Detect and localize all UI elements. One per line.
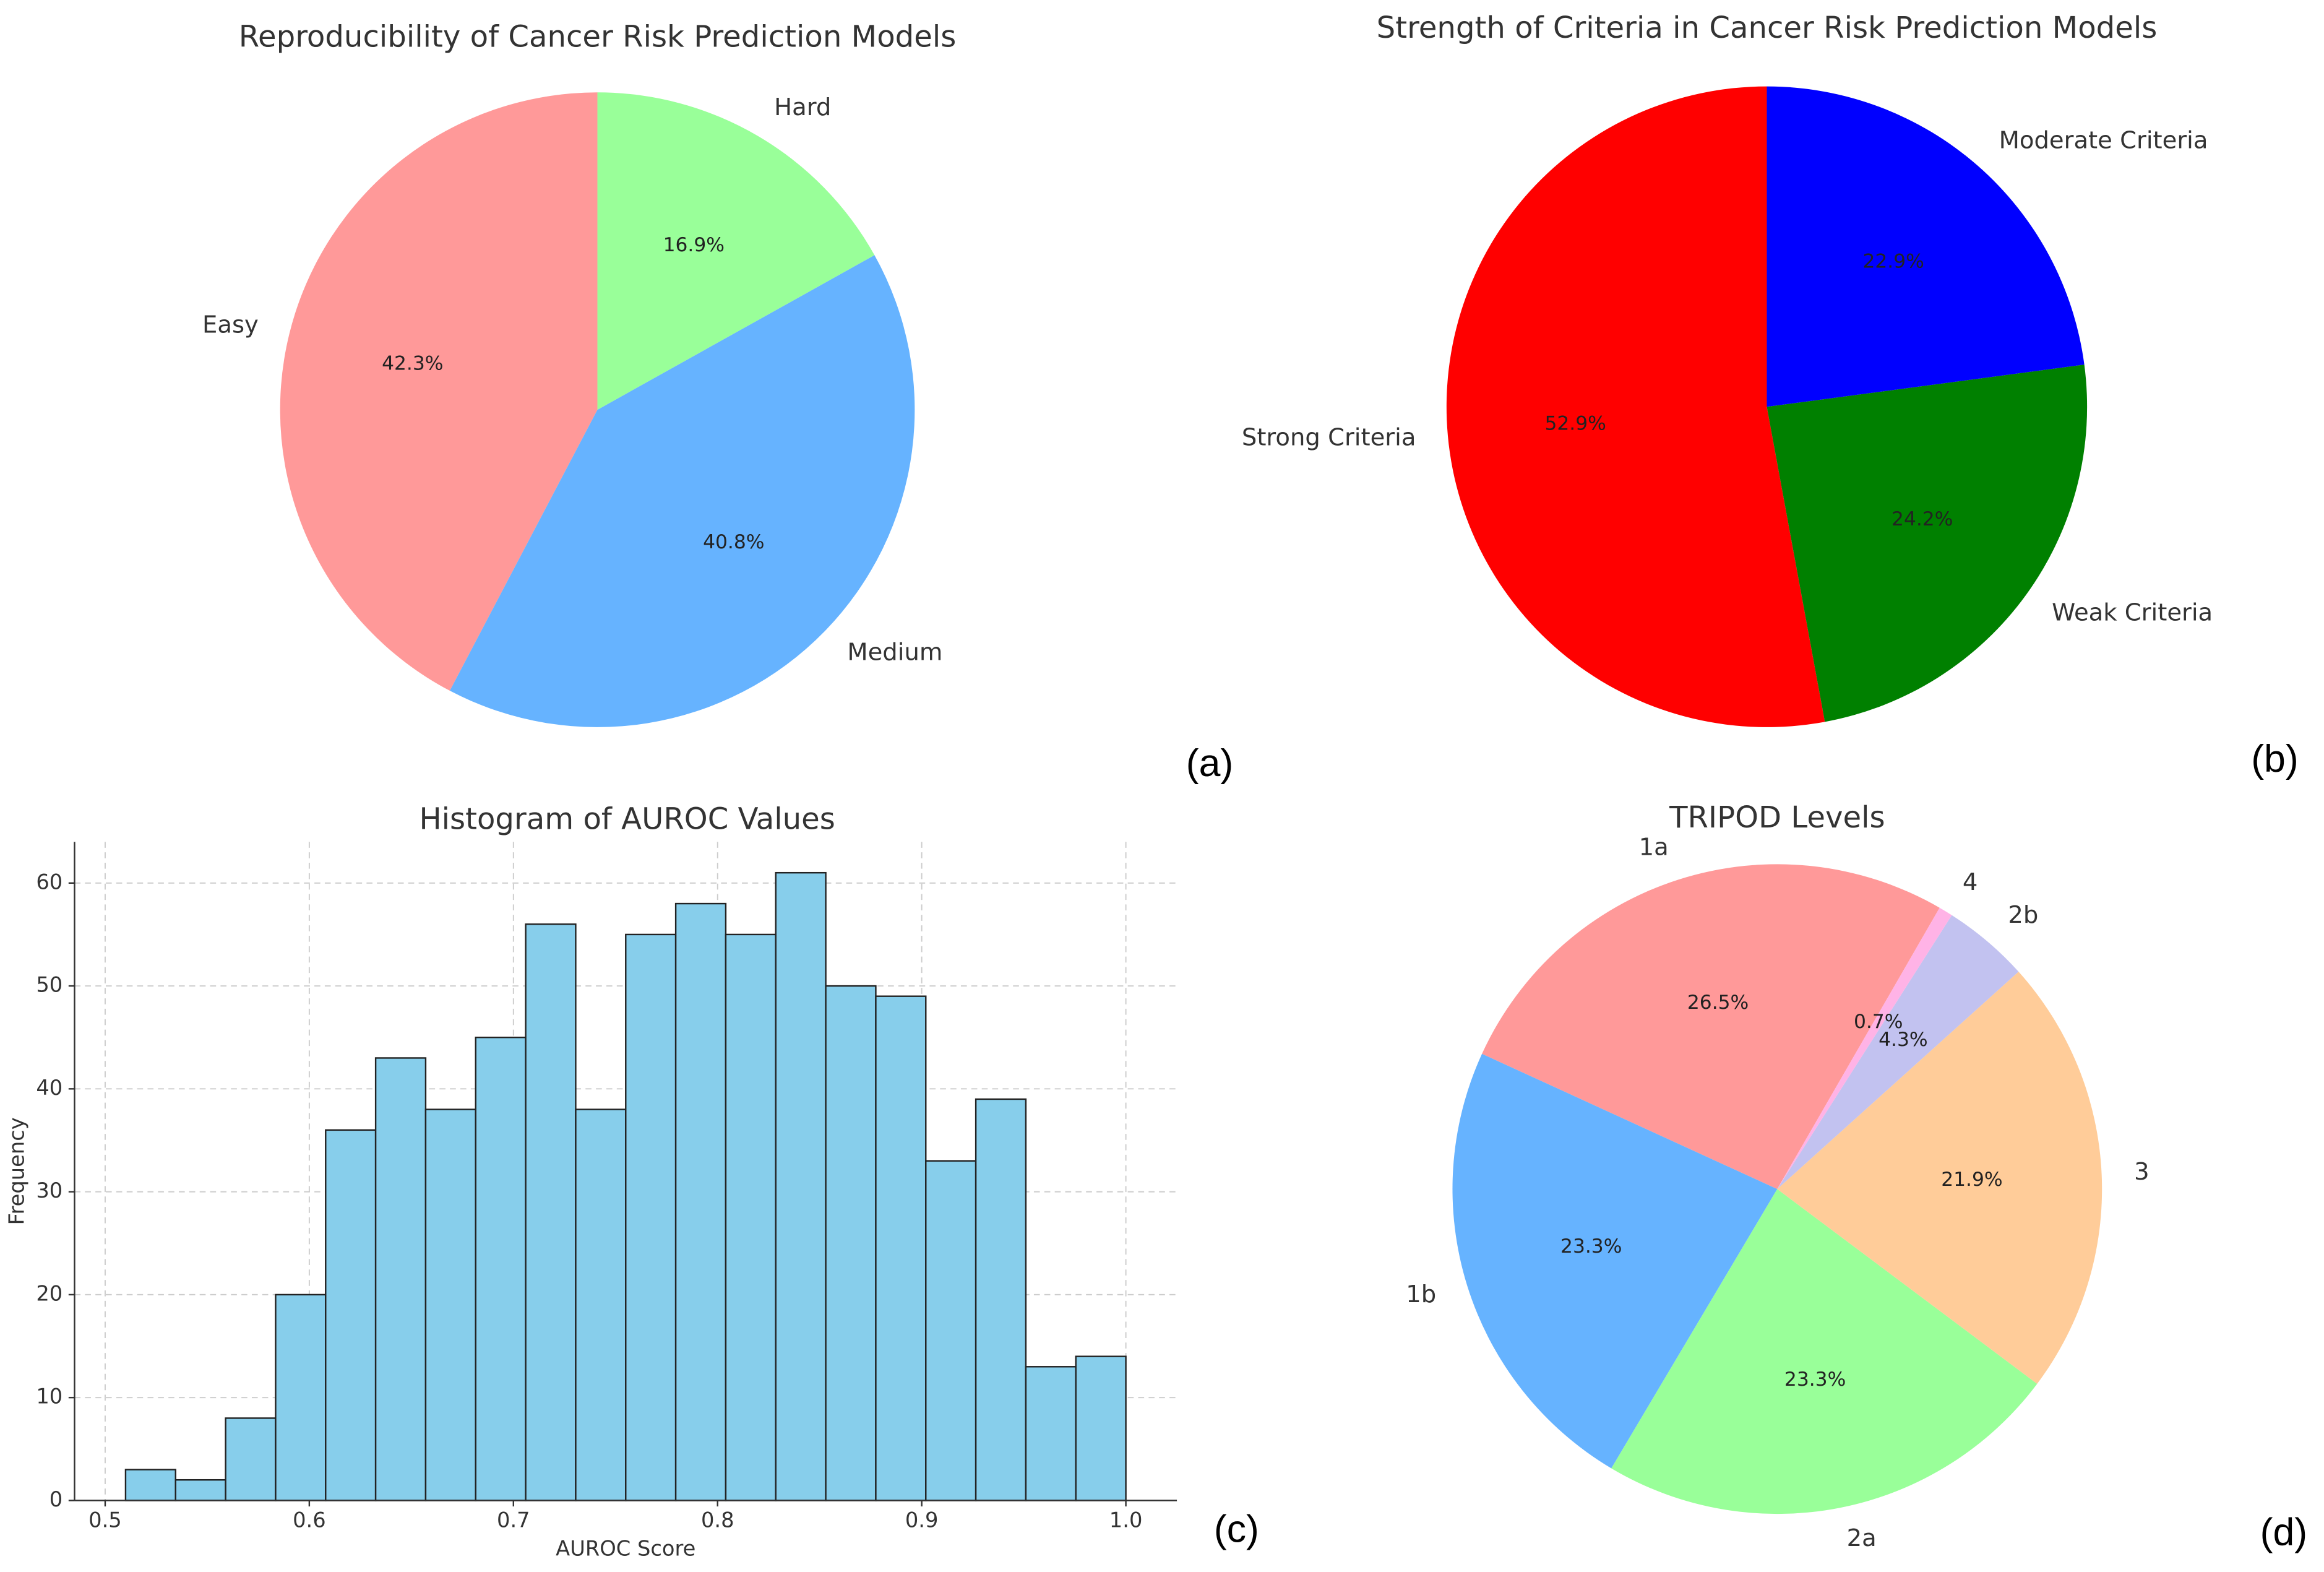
pie-slice <box>1482 864 1940 1190</box>
hist-bar <box>625 933 677 1501</box>
slice-label: Moderate Criteria <box>1999 126 2208 154</box>
pie-slice <box>1767 86 2085 407</box>
pct-label: 23.3% <box>1560 1235 1622 1258</box>
pct-label: 40.8% <box>703 531 764 553</box>
pie-slice <box>1777 907 1952 1190</box>
hist-bar <box>124 1469 176 1501</box>
pie-slice <box>449 255 915 727</box>
slice-label: 1b <box>1406 1280 1436 1308</box>
chart-title: Reproducibility of Cancer Risk Predictio… <box>239 20 957 54</box>
chart-title: TRIPOD Levels <box>1669 800 1885 835</box>
hist-bar <box>1075 1355 1127 1501</box>
y-tick-label: 10 <box>36 1384 62 1409</box>
pie-slice <box>597 92 875 410</box>
pct-label: 52.9% <box>1545 413 1606 435</box>
hist-bar <box>725 933 777 1501</box>
x-tick-label: 0.5 <box>88 1508 122 1532</box>
panel-label: (d) <box>2260 1510 2307 1553</box>
x-axis-label: AUROC Score <box>556 1536 695 1560</box>
pie-slice <box>1777 972 2102 1384</box>
slice-label: 4 <box>1963 868 1978 896</box>
hist-bar <box>925 1160 977 1501</box>
pct-label: 22.9% <box>1862 251 1924 273</box>
pct-label: 0.7% <box>1854 1011 1903 1033</box>
x-tick-label: 1.0 <box>1109 1508 1143 1532</box>
hist-bar <box>975 1098 1027 1501</box>
pie-slice <box>1777 915 2019 1190</box>
slice-label: Easy <box>202 311 259 339</box>
slice-label: Weak Criteria <box>2052 598 2213 626</box>
slice-label: 2b <box>2008 901 2038 929</box>
pie-slice <box>1611 1189 2038 1514</box>
pie-slice <box>1452 1053 1778 1469</box>
x-tick-label: 0.9 <box>905 1508 939 1532</box>
chart-title: Histogram of AUROC Values <box>419 802 835 837</box>
y-tick-label: 20 <box>36 1281 62 1305</box>
hist-bar <box>225 1417 277 1501</box>
hist-bar <box>825 985 877 1501</box>
x-tick-label: 0.6 <box>293 1508 326 1532</box>
y-tick-label: 60 <box>36 870 62 894</box>
hist-bar <box>1025 1366 1077 1501</box>
hist-bar <box>575 1108 627 1501</box>
y-tick-label: 40 <box>36 1076 62 1100</box>
chart-title: Strength of Criteria in Cancer Risk Pred… <box>1377 11 2158 45</box>
y-tick-label: 30 <box>36 1178 62 1203</box>
hist-bar <box>775 871 827 1501</box>
hist-bar <box>475 1037 527 1501</box>
slice-label: 3 <box>2134 1158 2150 1186</box>
hist-bar <box>525 923 577 1501</box>
pct-label: 42.3% <box>382 352 443 374</box>
panel-label: (b) <box>2251 737 2298 780</box>
panel-label: (a) <box>1186 741 1233 785</box>
y-tick-label: 50 <box>36 973 62 997</box>
pct-label: 26.5% <box>1687 991 1749 1014</box>
hist-bar <box>325 1129 377 1501</box>
y-axis-label: Frequency <box>4 1117 28 1225</box>
slice-label: 2a <box>1847 1524 1877 1552</box>
pie-slice <box>280 92 598 691</box>
hist-bar <box>275 1293 327 1501</box>
pct-label: 21.9% <box>1941 1168 2002 1191</box>
slice-label: Strong Criteria <box>1242 424 1416 452</box>
slice-label: 1a <box>1639 834 1669 862</box>
hist-bar <box>674 902 727 1501</box>
pct-label: 23.3% <box>1784 1368 1846 1391</box>
pie-slice <box>1767 365 2088 722</box>
panel-label: (c) <box>1214 1508 1259 1551</box>
pct-label: 24.2% <box>1891 508 1953 530</box>
slice-label: Hard <box>774 93 831 121</box>
x-tick-label: 0.8 <box>701 1508 734 1532</box>
hist-bar <box>174 1479 226 1501</box>
x-tick-label: 0.7 <box>497 1508 530 1532</box>
hist-bar <box>875 995 927 1501</box>
hist-bar <box>424 1108 476 1501</box>
pct-label: 4.3% <box>1879 1029 1927 1051</box>
y-tick-label: 0 <box>49 1487 62 1511</box>
slice-label: Medium <box>847 638 942 666</box>
pct-label: 16.9% <box>663 234 725 256</box>
pie-slice <box>1446 86 1825 727</box>
hist-bar <box>374 1057 427 1501</box>
